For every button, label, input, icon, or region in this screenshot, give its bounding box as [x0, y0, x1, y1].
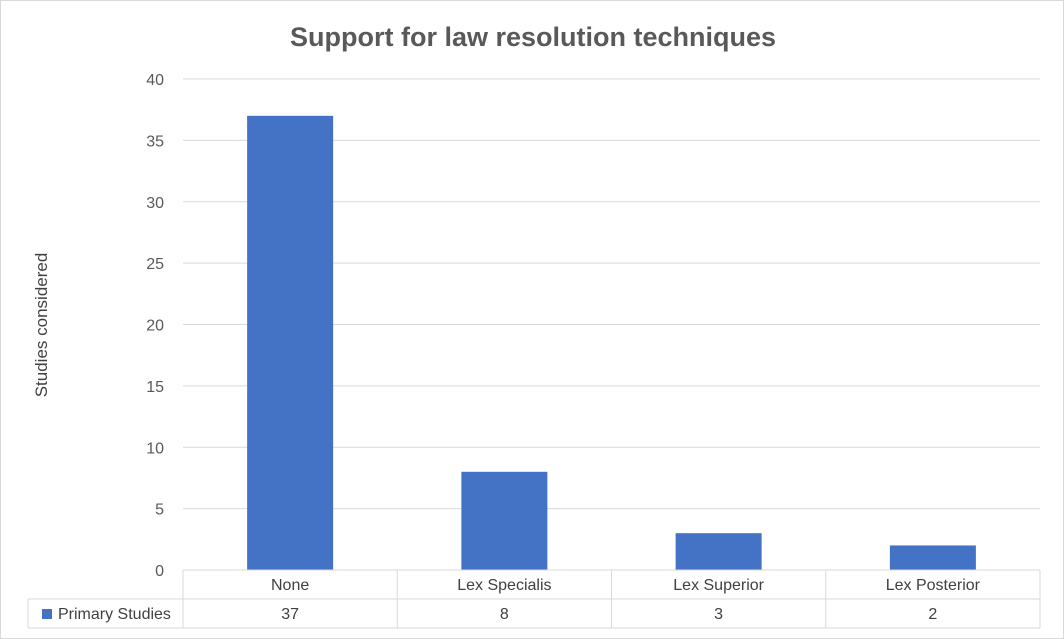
data-table-value: 37 [281, 606, 299, 623]
y-tick-label: 35 [146, 133, 164, 150]
y-tick-label: 20 [146, 318, 164, 335]
data-table-value: 3 [714, 606, 723, 623]
y-tick-label: 0 [155, 563, 164, 580]
x-category-label: Lex Superior [673, 577, 764, 594]
y-tick-label: 30 [146, 195, 164, 212]
x-category-label: None [271, 577, 309, 594]
y-axis-label: Studies considered [32, 253, 51, 398]
bar-lex-superior [675, 533, 762, 570]
data-table-value: 2 [928, 606, 937, 623]
x-category-label: Lex Specialis [457, 577, 551, 594]
bar-lex-posterior [889, 545, 976, 570]
legend-swatch [42, 609, 52, 619]
chart-title: Support for law resolution techniques [290, 22, 776, 52]
bar-lex-specialis [461, 471, 548, 570]
bar-none [247, 115, 334, 570]
y-tick-label: 10 [146, 440, 164, 457]
data-table: None Lex Specialis Lex Superior Lex Posteri… [27, 569, 1041, 629]
y-tick-label: 5 [155, 502, 164, 519]
y-tick-label: 25 [146, 256, 164, 273]
y-tick-label: 40 [146, 72, 164, 89]
data-table-value: 8 [500, 606, 509, 623]
legend-series-label: Primary Studies [58, 606, 171, 623]
x-category-label: Lex Posterior [886, 577, 981, 594]
y-tick-labels: 0 5 10 15 20 25 30 35 40 [146, 72, 164, 580]
bars [247, 115, 976, 570]
y-tick-label: 15 [146, 379, 164, 396]
